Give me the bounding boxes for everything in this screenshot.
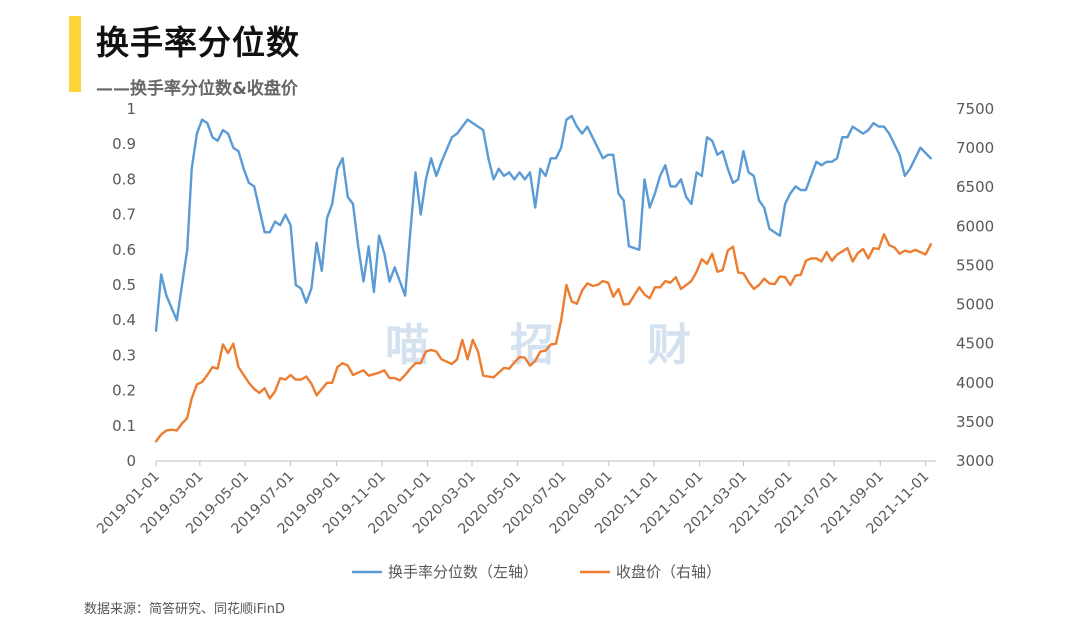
left-axis-tick-label: 0 <box>126 452 136 470</box>
left-axis-tick-label: 0.1 <box>112 417 136 435</box>
right-axis-tick-label: 5000 <box>956 296 994 314</box>
close-price-line <box>154 233 932 443</box>
left-axis-tick-label: 0.4 <box>112 311 136 329</box>
watermark-char: 财 <box>647 320 691 371</box>
right-axis-tick-label: 4500 <box>956 335 994 353</box>
right-axis-tick-label: 6500 <box>956 178 994 196</box>
turnover-percentile-line <box>154 114 932 332</box>
page-title: 换手率分位数 <box>96 23 300 62</box>
right-axis-tick-label: 3500 <box>956 413 994 431</box>
page-subtitle: ——换手率分位数&收盘价 <box>96 79 298 99</box>
left-axis-tick-label: 0.8 <box>112 170 136 188</box>
title-accent-bar <box>69 16 81 92</box>
right-axis-tick-label: 7500 <box>956 100 994 118</box>
legend-turnover-percentile-label: 换手率分位数（左轴） <box>388 563 538 581</box>
right-axis-tick-label: 7000 <box>956 139 994 157</box>
left-axis-tick-label: 0.5 <box>112 276 136 294</box>
right-axis-tick-label: 3000 <box>956 452 994 470</box>
right-axis-tick-label: 4000 <box>956 374 994 392</box>
right-axis-tick-label: 6000 <box>956 217 994 235</box>
left-axis-tick-label: 0.2 <box>112 382 136 400</box>
left-axis-tick-label: 0.6 <box>112 241 136 259</box>
right-axis-tick-label: 5500 <box>956 256 994 274</box>
left-axis-tick-label: 0.9 <box>112 135 136 153</box>
legend-close-price-label: 收盘价（右轴） <box>616 563 721 581</box>
left-axis-tick-label: 0.3 <box>112 346 136 364</box>
watermark-char: 喵 <box>385 320 429 371</box>
left-axis-tick-label: 1 <box>126 100 136 118</box>
data-source-note: 数据来源：简答研究、同花顺iFinD <box>84 602 286 617</box>
left-axis-tick-label: 0.7 <box>112 206 136 224</box>
